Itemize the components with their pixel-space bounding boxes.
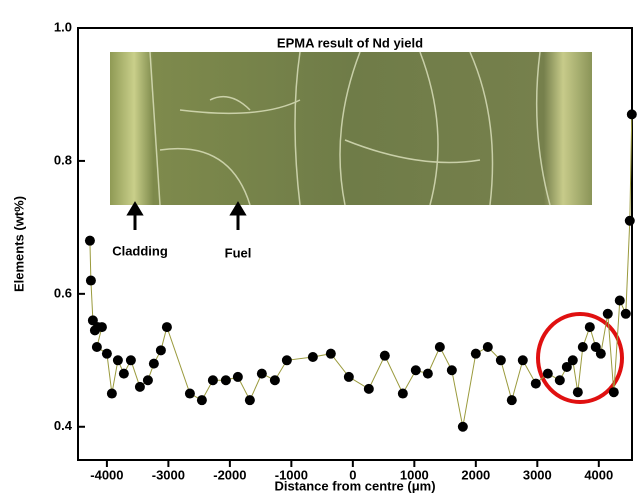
data-point [434,342,445,353]
data-point [184,388,195,399]
x-tick-label: -4000 [90,467,123,482]
data-line [89,114,633,427]
data-point [307,351,318,362]
data-point [142,375,153,386]
data-point [554,375,565,386]
data-point [244,395,255,406]
data-point [567,355,578,366]
data-point [495,355,506,366]
data-point [626,109,637,120]
data-point [602,308,613,319]
data-point [256,368,267,379]
data-point [232,371,243,382]
data-point [572,387,583,398]
data-point [118,368,129,379]
data-point [325,348,336,359]
data-point [134,381,145,392]
data-point [482,342,493,353]
data-point [542,368,553,379]
data-point [125,355,136,366]
data-point [379,350,390,361]
annotation: EPMA result of Nd yield [277,35,423,50]
data-point [106,388,117,399]
data-point [517,355,528,366]
data-point [112,355,123,366]
x-tick-label: -1000 [275,467,308,482]
data-point [608,387,619,398]
data-point [561,361,572,372]
data-point [624,215,635,226]
data-point [148,358,159,369]
data-point [161,322,172,333]
x-tick-label: 4000 [584,467,613,482]
y-tick-label: 1.0 [54,19,72,34]
data-point [397,388,408,399]
data-point [457,421,468,432]
data-point [363,383,374,394]
x-tick-label: 1000 [400,467,429,482]
data-point [155,345,166,356]
data-point [207,375,218,386]
data-point [343,371,354,382]
x-tick-label: 2000 [461,467,490,482]
data-point [614,295,625,306]
data-point [96,322,107,333]
annotation: Fuel [225,245,252,260]
y-tick-label: 0.6 [54,285,72,300]
y-axis-label: Elements (wt%) [11,196,26,292]
data-point [506,395,517,406]
y-tick-label: 0.8 [54,152,72,167]
plot-frame [77,27,633,461]
data-point [410,365,421,376]
data-point [584,322,595,333]
x-tick-label: 3000 [523,467,552,482]
data-point [269,375,280,386]
data-point [470,348,481,359]
data-point [91,342,102,353]
data-point [196,395,207,406]
x-tick-label: -3000 [152,467,185,482]
data-point [281,355,292,366]
arrows [126,201,247,230]
y-tick-label: 0.4 [54,418,73,433]
data-point [620,308,631,319]
x-tick-label: 0 [349,467,356,482]
annotation: Cladding [112,243,168,258]
photo [110,51,592,206]
data-point [85,275,96,286]
data-point [577,342,588,353]
data-point [422,368,433,379]
data-point [595,348,606,359]
data-point [220,375,231,386]
data-point [84,235,95,246]
data-point [530,378,541,389]
x-axis-label: Distance from centre (μm) [274,478,435,493]
highlight-circle [536,312,624,404]
data-point [101,348,112,359]
data-point [446,365,457,376]
x-tick-label: -2000 [213,467,246,482]
